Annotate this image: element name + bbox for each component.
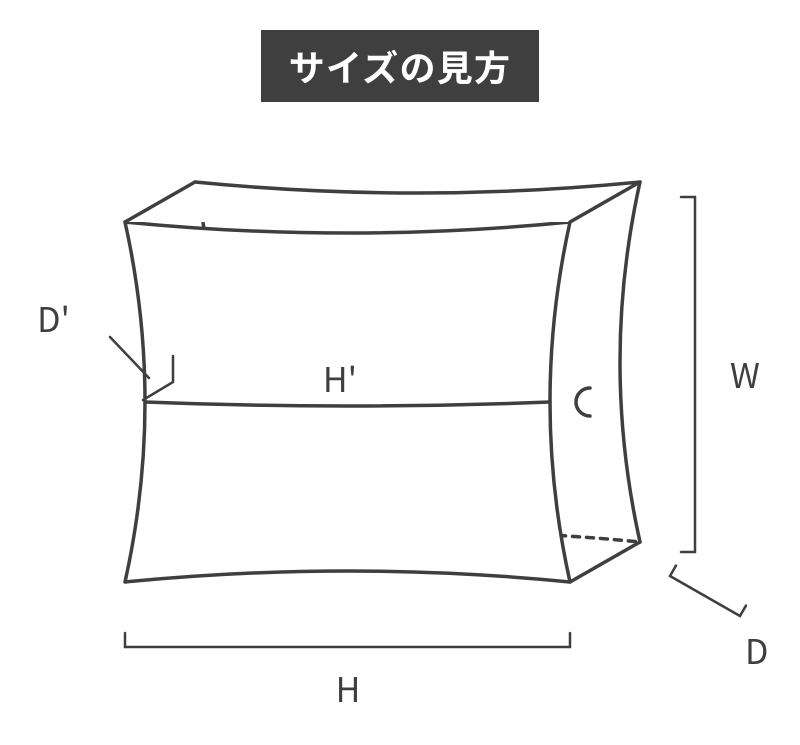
- pillow-box-diagram: H W D H' D': [0, 102, 800, 722]
- svg-text:D': D': [37, 293, 70, 342]
- title-bar: サイズの見方: [0, 30, 800, 102]
- svg-text:W: W: [730, 349, 760, 398]
- svg-text:D: D: [745, 625, 768, 674]
- title-text: サイズの見方: [261, 30, 540, 102]
- svg-text:H: H: [336, 663, 361, 712]
- svg-text:H': H': [323, 353, 357, 402]
